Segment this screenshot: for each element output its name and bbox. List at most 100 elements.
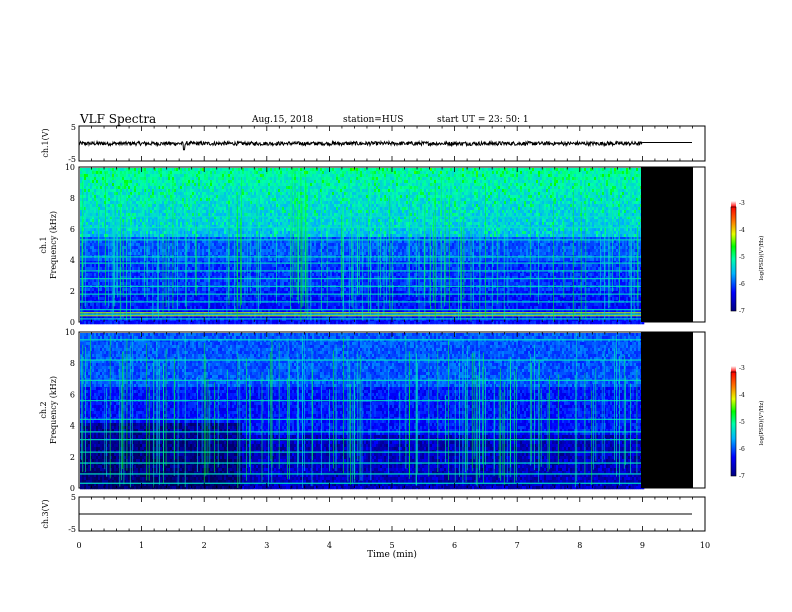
- ch1-spectrogram-panel: 0 2 4 6 8 10 ch.1 Frequency (kHz): [39, 163, 706, 327]
- spectrogram-cell: [192, 279, 195, 283]
- spectrogram-cell: [118, 183, 121, 187]
- spectrogram-cell: [178, 264, 181, 268]
- spectrogram-cell: [232, 306, 235, 310]
- spectrogram-cell: [124, 297, 127, 301]
- spectrogram-cell: [88, 303, 91, 307]
- spectrogram-cell: [88, 210, 91, 214]
- spectrogram-cell: [184, 171, 187, 175]
- spectrogram-cell: [110, 291, 113, 295]
- spectrogram-cell: [214, 204, 217, 208]
- spectrogram-cell: [258, 219, 261, 223]
- spectrogram-cell: [252, 171, 255, 175]
- spectrogram-cell: [144, 183, 147, 187]
- spectrogram-cell: [164, 219, 167, 223]
- spectrogram-cell: [192, 249, 195, 253]
- spectrogram-cell: [158, 231, 161, 235]
- spectrogram-cell: [254, 282, 257, 286]
- spectrogram-cell: [112, 204, 115, 208]
- spectrogram-cell: [238, 195, 241, 199]
- spectrogram-cell: [166, 318, 169, 322]
- spectrogram-cell: [152, 318, 155, 322]
- spectrogram-cell: [144, 201, 147, 205]
- spectrogram-cell: [142, 264, 145, 268]
- spectrogram-cell: [208, 243, 211, 247]
- spectrogram-cell: [140, 198, 143, 202]
- spectrogram-cell: [164, 171, 167, 175]
- spectrogram-cell: [198, 276, 201, 280]
- spectrogram-cell: [100, 192, 103, 196]
- spectrogram-cell: [102, 231, 105, 235]
- spectrogram-cell: [170, 210, 173, 214]
- spectrogram-cell: [148, 174, 151, 178]
- spectrogram-cell: [260, 291, 263, 295]
- spectrogram-cell: [230, 258, 233, 262]
- spectrogram-cell: [222, 192, 225, 196]
- spectrogram-cell: [212, 270, 215, 274]
- spectrogram-cell: [248, 180, 251, 184]
- spectrogram-cell: [240, 321, 243, 325]
- spectrogram-cell: [88, 249, 91, 253]
- spectrogram-cell: [258, 213, 261, 217]
- spectrogram-cell: [100, 204, 103, 208]
- spectrogram-cell: [82, 297, 85, 301]
- spectrogram-cell: [178, 252, 181, 256]
- spectrogram-cell: [232, 318, 235, 322]
- spectrogram-cell: [256, 180, 259, 184]
- spectrogram-cell: [108, 174, 111, 178]
- spectrogram-cell: [230, 297, 233, 301]
- spectrogram-cell: [134, 189, 137, 193]
- spectrogram-cell: [212, 195, 215, 199]
- spectrogram-cell: [224, 291, 227, 295]
- spectrogram-cell: [208, 201, 211, 205]
- spectrogram-cell: [166, 237, 169, 241]
- spectrogram-cell: [254, 267, 257, 271]
- spectrogram-cell: [264, 222, 267, 226]
- spectrogram-cell: [250, 204, 253, 208]
- spectrogram-cell: [138, 321, 141, 325]
- spectrogram-cell: [160, 252, 163, 256]
- spectrogram-cell: [156, 288, 159, 292]
- spectrogram-cell: [108, 225, 111, 229]
- spectrogram-cell: [214, 246, 217, 250]
- spectrogram-cell: [202, 318, 205, 322]
- spectrogram-cell: [124, 201, 127, 205]
- spectrogram-cell: [170, 270, 173, 274]
- spectrogram-cell: [132, 306, 135, 310]
- spectrogram-cell: [176, 267, 179, 271]
- spectrogram-cell: [160, 219, 163, 223]
- spectrogram-cell: [232, 258, 235, 262]
- spectrogram-cell: [220, 240, 223, 244]
- spectrogram-cell: [264, 189, 267, 193]
- spectrogram-cell: [142, 231, 145, 235]
- spectrogram-cell: [228, 186, 231, 190]
- spectrogram-cell: [138, 219, 141, 223]
- spectrogram-cell: [86, 234, 89, 238]
- spectrogram-cell: [144, 234, 147, 238]
- spectrogram-cell: [118, 231, 121, 235]
- spectrogram-cell: [252, 294, 255, 298]
- spectrogram-cell: [258, 171, 261, 175]
- spectrogram-cell: [164, 279, 167, 283]
- spectrogram-cell: [126, 252, 129, 256]
- spectrogram-cell: [230, 180, 233, 184]
- spectrogram-cell: [194, 318, 197, 322]
- spectrogram-cell: [82, 174, 85, 178]
- spectrogram-cell: [262, 204, 265, 208]
- spectrogram-cell: [186, 237, 189, 241]
- spectrogram-cell: [154, 219, 157, 223]
- spectrogram-cell: [264, 240, 267, 244]
- spectrogram-cell: [98, 168, 101, 172]
- spectrogram-cell: [134, 252, 137, 256]
- spectrogram-cell: [90, 288, 93, 292]
- spectrogram-cell: [200, 249, 203, 253]
- spectrogram-cell: [242, 237, 245, 241]
- spectrogram-cell: [250, 177, 253, 181]
- spectrogram-cell: [134, 210, 137, 214]
- spectrogram-cell: [92, 288, 95, 292]
- spectrogram-cell: [92, 282, 95, 286]
- spectrogram-cell: [84, 189, 87, 193]
- spectrogram-cell: [146, 171, 149, 175]
- spectrogram-cell: [166, 204, 169, 208]
- spectrogram-cell: [136, 168, 139, 172]
- spectrogram-cell: [198, 186, 201, 190]
